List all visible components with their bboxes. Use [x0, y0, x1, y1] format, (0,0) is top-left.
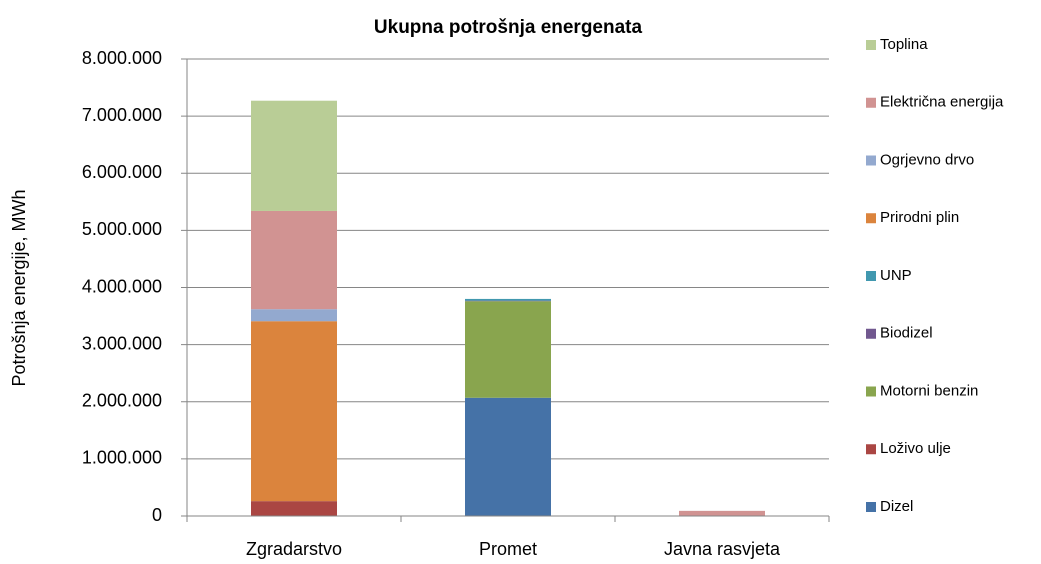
x-tick-label: Promet — [479, 539, 537, 559]
legend-swatch — [866, 444, 876, 455]
legend-swatch — [866, 155, 876, 166]
legend-swatch — [866, 271, 876, 281]
bar-segment — [465, 298, 551, 301]
bar-segment — [465, 397, 551, 516]
legend-label: Prirodni plin — [880, 209, 959, 226]
y-axis-label: Potrošnja energije, MWh — [9, 189, 29, 386]
y-tick-label: 0 — [152, 505, 162, 525]
legend-swatch — [866, 213, 876, 224]
y-tick-label: 7.000.000 — [82, 105, 162, 125]
legend-label: Biodizel — [880, 325, 933, 342]
legend-label: Električna energija — [880, 94, 1004, 111]
x-tick-label: Javna rasvjeta — [664, 539, 781, 559]
bar-segment — [251, 210, 337, 310]
legend-swatch — [866, 40, 876, 50]
legend-label: Toplina — [880, 36, 928, 53]
legend-swatch — [866, 386, 876, 397]
y-tick-label: 5.000.000 — [82, 219, 162, 239]
legend-swatch — [866, 502, 876, 512]
y-tick-label: 2.000.000 — [82, 391, 162, 411]
legend-label: Motorni benzin — [880, 382, 978, 399]
bar-segment — [679, 510, 765, 516]
bar-segment — [251, 501, 337, 516]
bar-segment — [465, 301, 551, 398]
legend-label: Dizel — [880, 498, 913, 515]
legend-swatch — [866, 328, 876, 339]
bar-segment — [251, 321, 337, 502]
y-tick-label: 8.000.000 — [82, 48, 162, 68]
y-tick-label: 3.000.000 — [82, 333, 162, 353]
y-tick-label: 6.000.000 — [82, 162, 162, 182]
bar-segment — [251, 100, 337, 211]
legend-label: Ogrjevno drvo — [880, 151, 974, 168]
y-tick-label: 4.000.000 — [82, 276, 162, 296]
x-tick-label: Zgradarstvo — [246, 539, 342, 559]
legend-label: Loživo ulje — [880, 440, 951, 457]
legend-swatch — [866, 97, 876, 108]
bar-segment — [251, 309, 337, 322]
y-tick-label: 1.000.000 — [82, 448, 162, 468]
legend-label: UNP — [880, 267, 912, 284]
chart-title: Ukupna potrošnja energenata — [374, 17, 643, 38]
bar-segment — [465, 300, 551, 302]
